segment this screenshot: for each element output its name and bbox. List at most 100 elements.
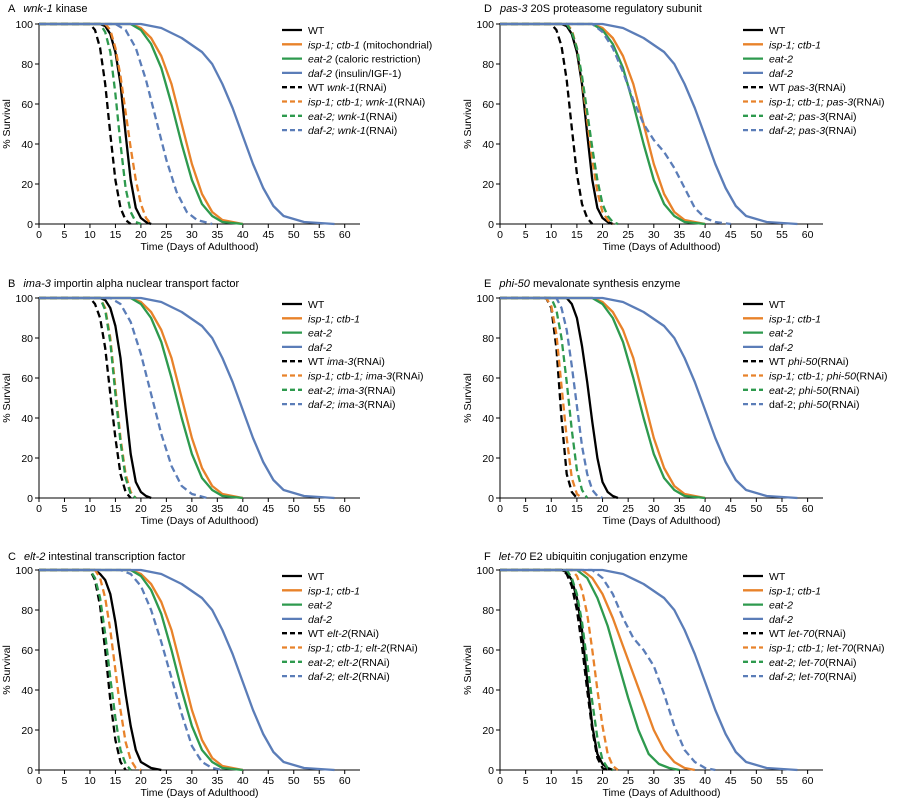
series-line-7: [500, 22, 619, 226]
x-tick-label: 55: [776, 775, 788, 787]
series-line-4: [39, 22, 335, 226]
y-tick-label: 0: [488, 219, 494, 231]
x-tick-label: 10: [84, 775, 96, 787]
x-tick-label: 55: [313, 775, 325, 787]
legend-entry: WT pas-3(RNAi): [769, 82, 846, 94]
y-tick-label: 60: [21, 645, 33, 657]
series-line-6: [39, 568, 142, 772]
panel-letter: A: [8, 3, 16, 15]
y-tick-label: 80: [482, 333, 494, 345]
x-tick-label: 50: [288, 229, 300, 241]
legend-entry: WT: [308, 299, 325, 311]
x-tick-label: 40: [699, 775, 711, 787]
x-tick-label: 0: [36, 503, 42, 515]
series-line-1: [39, 568, 162, 772]
x-axis-label: Time (Days of Adulthood): [140, 787, 258, 799]
series-line-4: [500, 22, 798, 226]
x-tick-label: 10: [84, 229, 96, 241]
y-axis-label: % Survival: [1, 645, 13, 695]
series-line-8: [500, 22, 731, 226]
series-line-5: [39, 568, 127, 771]
panel-description: kinase: [53, 3, 88, 15]
y-tick-label: 60: [21, 99, 33, 111]
series-line-4: [39, 296, 335, 500]
series-line-1: [500, 296, 619, 500]
legend-entry: daf-2: [308, 614, 332, 626]
legend-entry: eat-2: [769, 54, 793, 66]
panel-description: intestinal transcription factor: [45, 551, 185, 563]
x-tick-label: 10: [545, 229, 557, 241]
x-tick-label: 35: [211, 775, 223, 787]
legend-entry: isp-1; ctb-1; elt-2(RNAi): [308, 643, 418, 655]
series-line-7: [39, 296, 137, 499]
x-tick-label: 15: [110, 503, 122, 515]
x-tick-label: 35: [211, 503, 223, 515]
series-line-5: [39, 22, 132, 225]
x-tick-label: 20: [597, 229, 609, 241]
legend-entry: WT phi-50(RNAi): [769, 356, 849, 368]
series-line-1: [39, 296, 152, 500]
panel-gene: let-70: [499, 551, 527, 563]
legend-entry: isp-1; ctb-1; pas-3(RNAi): [769, 97, 885, 109]
x-tick-label: 30: [648, 229, 660, 241]
x-axis-label: Time (Days of Adulthood): [140, 515, 258, 527]
x-axis-label: Time (Days of Adulthood): [140, 241, 258, 253]
x-tick-label: 50: [751, 229, 763, 241]
series-line-8: [500, 296, 603, 500]
series-line-5: [500, 22, 594, 225]
y-tick-label: 0: [27, 765, 33, 777]
x-tick-label: 35: [211, 229, 223, 241]
legend-entry: isp-1; ctb-1 (mitochondrial): [308, 39, 432, 51]
legend-entry: eat-2; elt-2(RNAi): [308, 657, 390, 669]
y-tick-label: 80: [21, 333, 33, 345]
legend-entry: WT wnk-1(RNAi): [308, 82, 387, 94]
y-tick-label: 0: [27, 219, 33, 231]
legend-entry: isp-1; ctb-1: [308, 313, 360, 325]
x-tick-label: 50: [288, 775, 300, 787]
x-tick-label: 15: [571, 503, 583, 515]
panel-gene: phi-50: [498, 278, 530, 290]
x-tick-label: 60: [802, 229, 814, 241]
x-tick-label: 5: [523, 503, 529, 515]
y-axis-label: % Survival: [462, 645, 474, 695]
x-tick-label: 40: [237, 229, 249, 241]
legend-entry: daf-2 (insulin/IGF-1): [308, 68, 401, 80]
panel-gene: pas-3: [499, 3, 528, 15]
y-axis-label: % Survival: [1, 373, 13, 423]
x-tick-label: 25: [161, 503, 173, 515]
panel-letter: D: [484, 3, 492, 15]
x-tick-label: 60: [802, 775, 814, 787]
legend-entry: isp-1; ctb-1; wnk-1(RNAi): [308, 97, 425, 109]
legend: WT isp-1; ctb-1 eat-2 daf-2 WT phi-50(RNAi) i…: [743, 299, 887, 411]
x-tick-label: 45: [262, 229, 274, 241]
series-line-2: [500, 22, 706, 226]
series-line-2: [500, 568, 696, 772]
legend-entry: daf-2; elt-2(RNAi): [308, 671, 390, 683]
series-line-6: [39, 296, 137, 499]
x-tick-label: 35: [674, 775, 686, 787]
x-tick-label: 15: [571, 229, 583, 241]
y-tick-label: 0: [488, 493, 494, 505]
series-line-4: [39, 568, 335, 772]
y-tick-label: 60: [21, 373, 33, 385]
x-tick-label: 25: [622, 503, 634, 515]
panel-gene: elt-2: [24, 551, 45, 563]
x-tick-label: 55: [313, 503, 325, 515]
series-line-2: [39, 568, 244, 772]
legend-entry: WT elt-2(RNAi): [308, 628, 379, 640]
legend-entry: isp-1; ctb-1: [308, 585, 360, 597]
x-tick-label: 25: [161, 229, 173, 241]
y-tick-label: 20: [21, 179, 33, 191]
legend-entry: eat-2; phi-50(RNAi): [769, 385, 859, 397]
series-line-5: [500, 296, 578, 499]
legend: WT isp-1; ctb-1 eat-2 daf-2 WT ima-3(RNAi) is…: [282, 299, 424, 411]
legend-entry: daf-2; pas-3(RNAi): [769, 125, 857, 137]
y-tick-label: 60: [482, 645, 494, 657]
x-tick-label: 20: [597, 503, 609, 515]
x-tick-label: 25: [622, 775, 634, 787]
y-tick-label: 100: [15, 565, 33, 577]
